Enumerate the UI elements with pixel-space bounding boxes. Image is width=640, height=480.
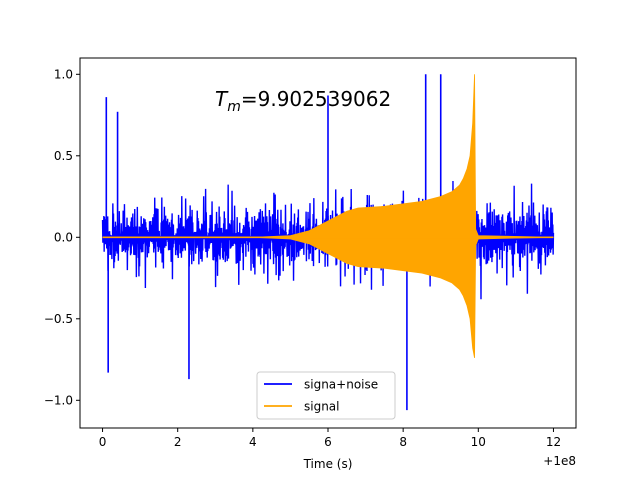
series-signal	[102, 74, 554, 358]
x-tick-label: 6	[324, 435, 332, 449]
y-axis: −1.0 −0.5 0.0 0.5 1.0	[44, 67, 80, 407]
x-tick-label: 10	[471, 435, 486, 449]
x-tick-label: 2	[174, 435, 182, 449]
x-offset-label: +1e8	[543, 454, 576, 468]
x-tick-label: 4	[249, 435, 257, 449]
x-axis: 0 2 4 6 8 10 12	[99, 428, 561, 449]
y-tick-label: 0.0	[54, 230, 73, 244]
y-tick-label: 1.0	[54, 67, 73, 81]
x-tick-label: 12	[546, 435, 561, 449]
annotation-subscript: m	[227, 99, 241, 115]
x-tick-label: 0	[99, 435, 107, 449]
y-tick-label: 0.5	[54, 149, 73, 163]
legend: signa+noise signal	[256, 371, 396, 420]
x-axis-label: Time (s)	[303, 457, 353, 471]
y-tick-label: −0.5	[44, 312, 73, 326]
annotation-value: 9.902539062	[258, 87, 392, 111]
plot-area	[101, 74, 555, 411]
x-tick-label: 8	[399, 435, 407, 449]
y-tick-label: −1.0	[44, 393, 73, 407]
legend-label-signa-noise: signa+noise	[304, 378, 378, 392]
chart-annotation: Tm=9.902539062	[215, 87, 391, 115]
legend-label-signal: signal	[304, 400, 340, 414]
annotation-symbol: T	[215, 87, 229, 111]
